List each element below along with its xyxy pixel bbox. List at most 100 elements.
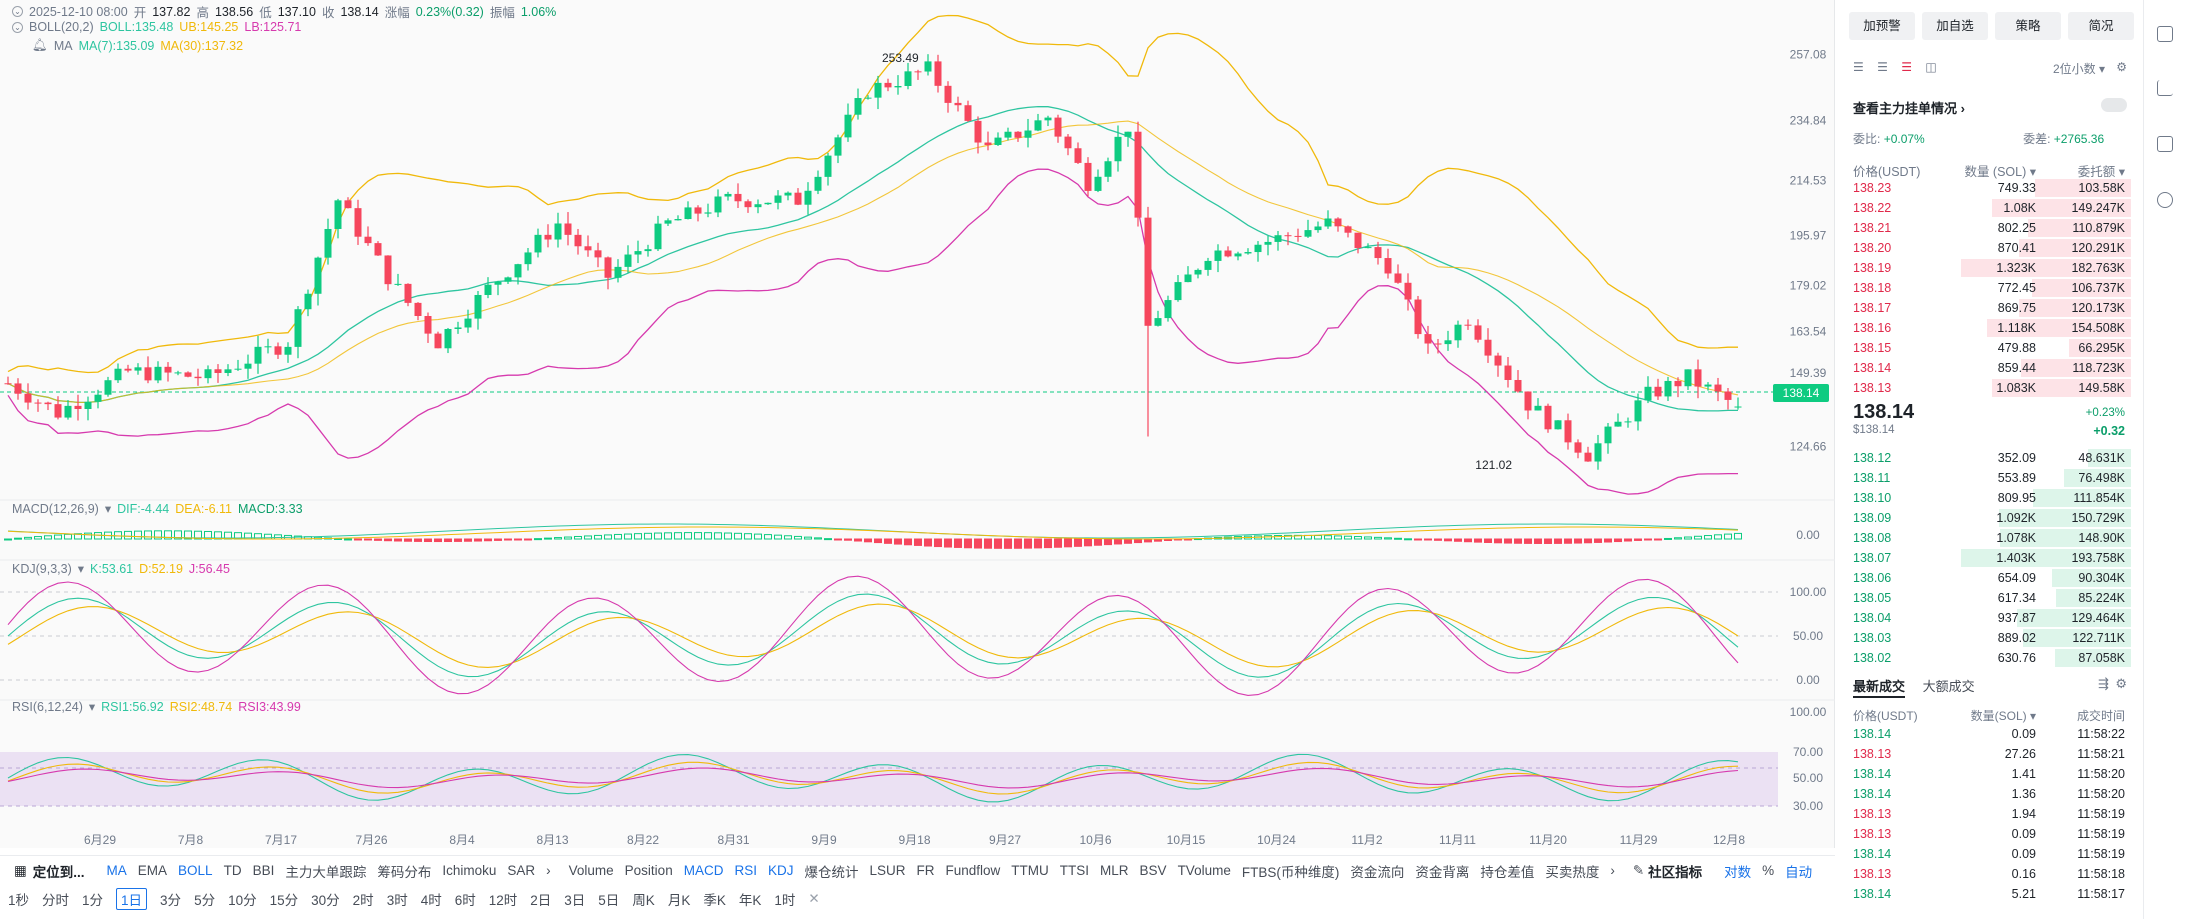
order-row[interactable]: 138.23 749.33 103.58K <box>1853 178 2131 198</box>
order-row[interactable]: 138.22 1.08K 149.247K <box>1853 198 2131 218</box>
indicator-6[interactable]: 筹码分布 <box>377 864 432 880</box>
sub-indicator-4[interactable]: KDJ <box>767 863 794 878</box>
indicator-7[interactable]: Ichimoku <box>442 863 497 878</box>
timeframe-7[interactable]: 15分 <box>269 893 299 908</box>
sub-indicator-13[interactable]: TVolume <box>1177 863 1231 878</box>
order-row[interactable]: 138.19 1.323K 182.763K <box>1853 258 2131 278</box>
sub-indicator-0[interactable]: Volume <box>568 863 614 878</box>
timeframe-8[interactable]: 30分 <box>311 893 340 908</box>
sub-indicator-18[interactable]: 买卖热度 <box>1545 864 1600 880</box>
chevron-right-icon[interactable]: › <box>1610 863 1615 878</box>
filter-icon[interactable]: ⇶ <box>2098 676 2109 691</box>
macd-name[interactable]: MACD(12,26,9) <box>12 501 99 516</box>
main-orders-link[interactable]: 查看主力挂单情况 › <box>1853 98 2131 117</box>
trades-col-qty[interactable]: 数量(SOL) ▾ <box>1970 709 2036 723</box>
timeframe-5[interactable]: 5分 <box>194 893 216 908</box>
order-row[interactable]: 138.11 553.89 76.498K <box>1853 468 2131 488</box>
decimals-select[interactable]: 2位小数 ▾ <box>2052 62 2105 76</box>
chevron-down-icon[interactable]: ▾ <box>104 502 112 516</box>
kdj-name[interactable]: KDJ(9,3,3) <box>12 561 72 576</box>
timeframe-3[interactable]: 1日 <box>116 888 148 910</box>
book-depth-icon[interactable]: ◫ <box>1925 60 1937 74</box>
order-row[interactable]: 138.10 809.95 111.854K <box>1853 488 2131 508</box>
edit-icon[interactable]: ✎ <box>1632 862 1645 878</box>
order-row[interactable]: 138.07 1.403K 193.758K <box>1853 548 2131 568</box>
timeframe-11[interactable]: 4时 <box>420 893 442 908</box>
order-row[interactable]: 138.08 1.078K 148.90K <box>1853 528 2131 548</box>
order-row[interactable]: 138.13 1.083K 149.58K <box>1853 378 2131 398</box>
timeframe-0[interactable]: 1秒 <box>8 893 30 908</box>
log-scale-toggle[interactable]: 对数 <box>1724 864 1752 880</box>
kline-chart-svg[interactable]: 257.08 234.84 214.53 195.97 179.02 163.54 149.… <box>0 0 1835 848</box>
indicator-8[interactable]: SAR <box>507 863 536 878</box>
order-row[interactable]: 138.18 772.45 106.737K <box>1853 278 2131 298</box>
order-row[interactable]: 138.20 870.41 120.291K <box>1853 238 2131 258</box>
timeframe-4[interactable]: 3分 <box>160 893 182 908</box>
order-row[interactable]: 138.05 617.34 85.224K <box>1853 588 2131 608</box>
sub-indicator-2[interactable]: MACD <box>683 863 724 878</box>
order-row[interactable]: 138.12 352.09 48.631K <box>1853 448 2131 468</box>
calendar-icon[interactable] <box>2157 26 2173 42</box>
timeframe-2[interactable]: 1分 <box>82 893 104 908</box>
bar-chart-icon[interactable] <box>2157 136 2173 152</box>
community-indicators-button[interactable]: 社区指标 <box>1648 864 1703 880</box>
order-row[interactable]: 138.15 479.88 66.295K <box>1853 338 2131 358</box>
sub-indicator-12[interactable]: BSV <box>1139 863 1167 878</box>
exchange-icon[interactable] <box>2157 192 2173 208</box>
order-row[interactable]: 138.06 654.09 90.304K <box>1853 568 2131 588</box>
book-asks-icon[interactable]: ☰ <box>1877 60 1888 74</box>
locate-button[interactable]: 定位到... <box>32 864 85 880</box>
ma-name[interactable]: MA <box>53 38 73 53</box>
order-row[interactable]: 138.09 1.092K 150.729K <box>1853 508 2131 528</box>
book-both-icon[interactable]: ☰ <box>1853 60 1864 74</box>
timeframe-9[interactable]: 2时 <box>352 893 374 908</box>
line-chart-icon[interactable] <box>2157 80 2173 96</box>
timeframe-13[interactable]: 12时 <box>488 893 518 908</box>
rsi-name[interactable]: RSI(6,12,24) <box>12 699 83 714</box>
indicator-4[interactable]: BBI <box>252 863 275 878</box>
sub-indicator-7[interactable]: FR <box>916 863 935 878</box>
order-row[interactable]: 138.02 630.76 87.058K <box>1853 648 2131 668</box>
col-total[interactable]: 委托额 ▾ <box>2077 165 2125 179</box>
sub-indicator-14[interactable]: FTBS(币种维度) <box>1241 864 1340 880</box>
main-orders-toggle[interactable] <box>2101 98 2127 112</box>
col-qty[interactable]: 数量 (SOL) ▾ <box>1964 165 2036 179</box>
close-icon[interactable]: ✕ <box>808 891 820 906</box>
percent-scale-toggle[interactable]: % <box>1762 863 1775 878</box>
timeframe-12[interactable]: 6时 <box>454 893 476 908</box>
timeframe-16[interactable]: 5日 <box>598 893 620 908</box>
sub-indicator-16[interactable]: 资金背离 <box>1415 864 1470 880</box>
chevron-down-icon[interactable]: ▾ <box>77 562 85 576</box>
bell-icon[interactable]: 🔔︎ <box>32 38 48 52</box>
indicator-2[interactable]: BOLL <box>178 863 213 878</box>
indicator-3[interactable]: TD <box>223 863 242 878</box>
timeframe-21[interactable]: 1时 <box>774 893 796 908</box>
order-row[interactable]: 138.17 869.75 120.173K <box>1853 298 2131 318</box>
tab-large-trades[interactable]: 大额成交 <box>1922 679 1975 694</box>
collapse-icon[interactable]: ⌄ <box>12 21 23 33</box>
sub-indicator-3[interactable]: RSI <box>734 863 757 878</box>
action-button-3[interactable]: 简况 <box>2068 12 2134 40</box>
sub-indicator-10[interactable]: TTSI <box>1059 863 1090 878</box>
timeframe-6[interactable]: 10分 <box>228 893 257 908</box>
sub-indicator-17[interactable]: 持仓差值 <box>1480 864 1535 880</box>
timeframe-17[interactable]: 周K <box>632 893 655 908</box>
sub-indicator-9[interactable]: TTMU <box>1011 863 1049 878</box>
order-row[interactable]: 138.16 1.118K 154.508K <box>1853 318 2131 338</box>
indicator-1[interactable]: EMA <box>137 863 168 878</box>
settings-gear-icon[interactable]: ⚙ <box>2116 60 2127 74</box>
sub-indicator-11[interactable]: MLR <box>1100 863 1129 878</box>
auto-scale-toggle[interactable]: 自动 <box>1785 864 1813 880</box>
action-button-1[interactable]: 加自选 <box>1922 12 1988 40</box>
order-row[interactable]: 138.14 859.44 118.723K <box>1853 358 2131 378</box>
sub-indicator-5[interactable]: 爆仓统计 <box>804 864 859 880</box>
settings-gear-icon[interactable]: ⚙ <box>2115 676 2127 691</box>
order-row[interactable]: 138.03 889.02 122.711K <box>1853 628 2131 648</box>
sub-indicator-8[interactable]: Fundflow <box>945 863 1001 878</box>
kline-chart-area[interactable]: 257.08 234.84 214.53 195.97 179.02 163.54 149.… <box>0 0 1835 848</box>
sub-indicator-1[interactable]: Position <box>624 863 673 878</box>
tab-latest-trades[interactable]: 最新成交 <box>1853 679 1906 698</box>
sub-indicator-6[interactable]: LSUR <box>869 863 906 878</box>
timeframe-10[interactable]: 3时 <box>386 893 408 908</box>
timeframe-1[interactable]: 分时 <box>42 893 70 908</box>
